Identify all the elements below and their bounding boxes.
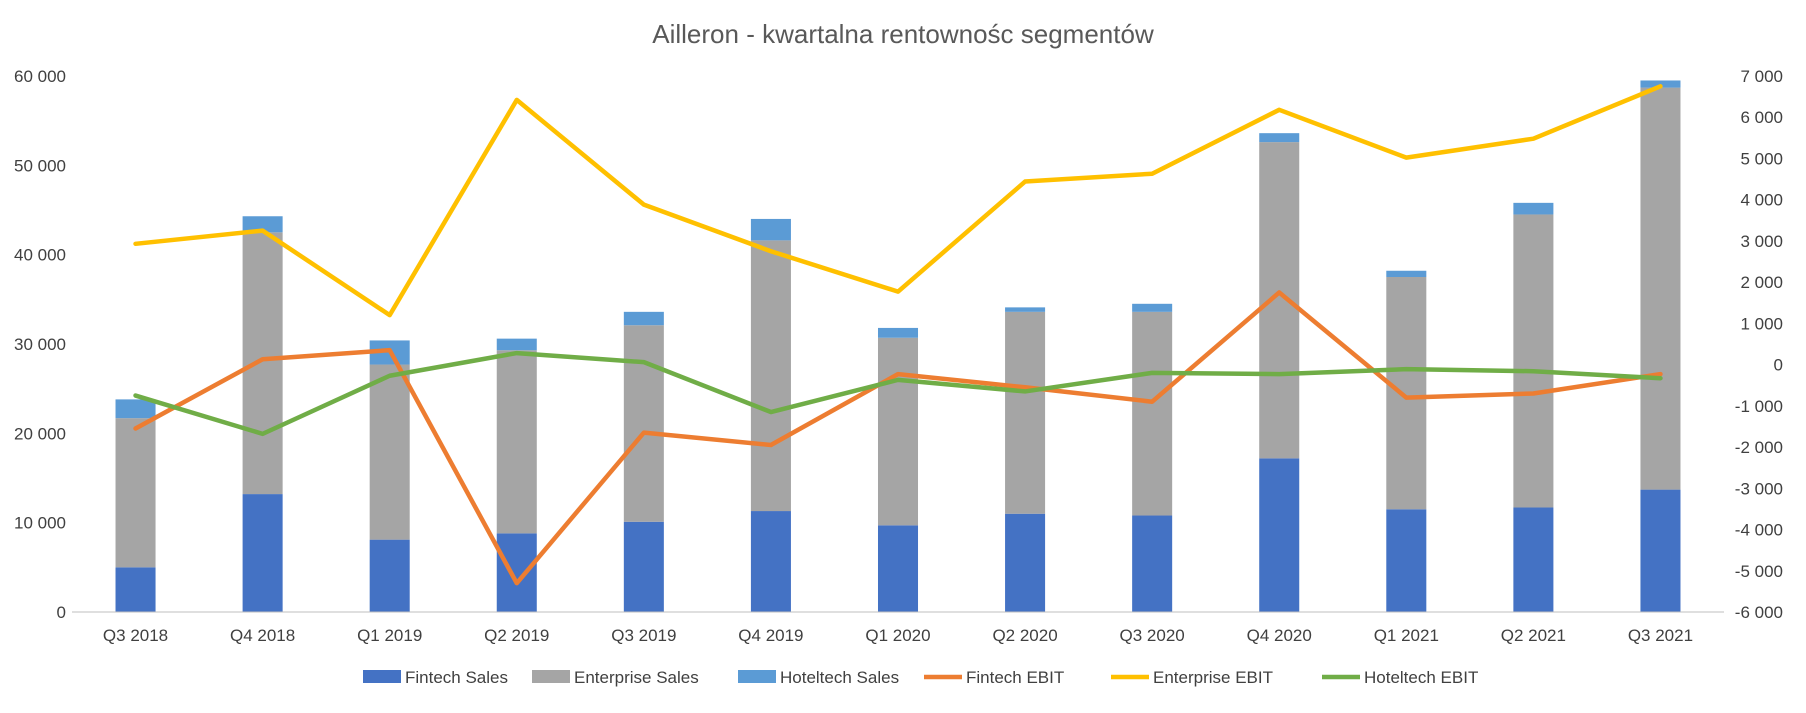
right-tick-label: -4 000 <box>1735 521 1783 540</box>
legend-label: Enterprise EBIT <box>1153 668 1273 687</box>
bar-enterprise-sales <box>1386 277 1427 510</box>
left-tick-label: 40 000 <box>14 246 66 265</box>
bar-hoteltech-sales <box>877 327 919 338</box>
bar-fintech-sales <box>242 494 283 612</box>
bar-series-group <box>115 80 1681 612</box>
x-tick-label: Q4 2020 <box>1247 626 1312 645</box>
bar-hoteltech-sales <box>1386 270 1427 277</box>
x-tick-label: Q3 2018 <box>103 626 168 645</box>
bar-enterprise-sales <box>1513 214 1554 508</box>
bar-enterprise-sales <box>242 232 283 495</box>
right-tick-label: 6 000 <box>1740 108 1783 127</box>
line-fintech-ebit <box>133 290 1663 586</box>
bar-hoteltech-sales <box>496 338 537 351</box>
right-tick-label: -1 000 <box>1735 397 1783 416</box>
bar-fintech-sales <box>877 525 919 612</box>
bar-enterprise-sales <box>750 240 791 512</box>
bar-enterprise-sales <box>496 350 537 534</box>
legend-label: Fintech EBIT <box>966 668 1064 687</box>
left-tick-label: 60 000 <box>14 67 66 86</box>
bar-hoteltech-sales <box>1513 202 1554 215</box>
right-tick-label: -3 000 <box>1735 479 1783 498</box>
x-tick-label: Q1 2019 <box>357 626 422 645</box>
x-axis-ticks: Q3 2018 Q4 2018 Q1 2019 Q2 2019 Q3 2019 Q4 20… <box>103 626 1693 645</box>
bar-fintech-sales <box>750 511 791 612</box>
x-tick-label: Q2 2020 <box>992 626 1057 645</box>
bar-enterprise-sales <box>369 364 410 540</box>
legend-swatch <box>363 670 401 683</box>
right-tick-label: 4 000 <box>1740 191 1783 210</box>
bar-hoteltech-sales <box>750 218 791 241</box>
right-tick-label: 7 000 <box>1740 67 1783 86</box>
bar-fintech-sales <box>1132 515 1173 612</box>
bar-enterprise-sales <box>1005 311 1046 514</box>
line-hoteltech-ebit <box>133 350 1663 437</box>
bar-hoteltech-sales <box>1640 80 1681 88</box>
x-tick-label: Q3 2021 <box>1628 626 1693 645</box>
left-tick-label: 30 000 <box>14 335 66 354</box>
legend-label: Hoteltech Sales <box>780 668 899 687</box>
right-tick-label: 2 000 <box>1740 273 1783 292</box>
x-tick-label: Q1 2020 <box>865 626 930 645</box>
right-axis-ticks: -6 000 -5 000 -4 000 -3 000 -2 000 -1 000 0 1 0… <box>1735 67 1783 622</box>
legend-label: Fintech Sales <box>405 668 508 687</box>
bar-fintech-sales <box>1640 489 1681 612</box>
legend: Fintech Sales Enterprise Sales Hoteltech S… <box>363 668 1478 687</box>
line-series-group <box>133 84 1663 586</box>
bar-hoteltech-sales <box>242 216 283 233</box>
bar-fintech-sales <box>1005 513 1046 612</box>
left-tick-label: 0 <box>57 603 66 622</box>
line-enterprise-ebit <box>133 84 1663 318</box>
legend-swatch <box>532 670 570 683</box>
x-tick-label: Q2 2021 <box>1501 626 1566 645</box>
x-tick-label: Q3 2019 <box>611 626 676 645</box>
bar-hoteltech-sales <box>1259 133 1300 143</box>
x-tick-label: Q3 2020 <box>1120 626 1185 645</box>
bar-enterprise-sales <box>1640 87 1681 490</box>
legend-label: Hoteltech EBIT <box>1364 668 1478 687</box>
bar-hoteltech-sales <box>1005 307 1046 312</box>
legend-label: Enterprise Sales <box>574 668 699 687</box>
bar-fintech-sales <box>1513 507 1554 612</box>
right-tick-label: 0 <box>1774 356 1783 375</box>
x-tick-label: Q2 2019 <box>484 626 549 645</box>
left-tick-label: 10 000 <box>14 514 66 533</box>
right-tick-label: -2 000 <box>1735 438 1783 457</box>
right-tick-label: 1 000 <box>1740 314 1783 333</box>
left-tick-label: 50 000 <box>14 156 66 175</box>
x-tick-label: Q4 2018 <box>230 626 295 645</box>
bar-hoteltech-sales <box>623 311 664 326</box>
bar-enterprise-sales <box>877 337 919 526</box>
right-tick-label: -6 000 <box>1735 603 1783 622</box>
bar-enterprise-sales <box>1259 142 1300 459</box>
legend-swatch <box>738 670 776 683</box>
bar-fintech-sales <box>623 521 664 612</box>
right-tick-label: -5 000 <box>1735 562 1783 581</box>
bar-fintech-sales <box>496 533 537 612</box>
bar-fintech-sales <box>115 567 156 612</box>
bar-fintech-sales <box>369 539 410 612</box>
x-tick-label: Q1 2021 <box>1374 626 1439 645</box>
bar-enterprise-sales <box>115 418 156 568</box>
bar-hoteltech-sales <box>1132 303 1173 312</box>
bar-fintech-sales <box>1259 458 1300 612</box>
x-tick-label: Q4 2019 <box>738 626 803 645</box>
left-axis-ticks: 0 10 000 20 000 30 000 40 000 50 000 60 000 <box>14 67 66 622</box>
bar-enterprise-sales <box>623 325 664 522</box>
right-tick-label: 3 000 <box>1740 232 1783 251</box>
bar-hoteltech-sales <box>115 399 156 419</box>
left-tick-label: 20 000 <box>14 424 66 443</box>
chart-title: Ailleron - kwartalna rentownośc segmentó… <box>652 19 1154 49</box>
bar-fintech-sales <box>1386 509 1427 612</box>
bar-enterprise-sales <box>1132 311 1173 516</box>
right-tick-label: 5 000 <box>1740 149 1783 168</box>
